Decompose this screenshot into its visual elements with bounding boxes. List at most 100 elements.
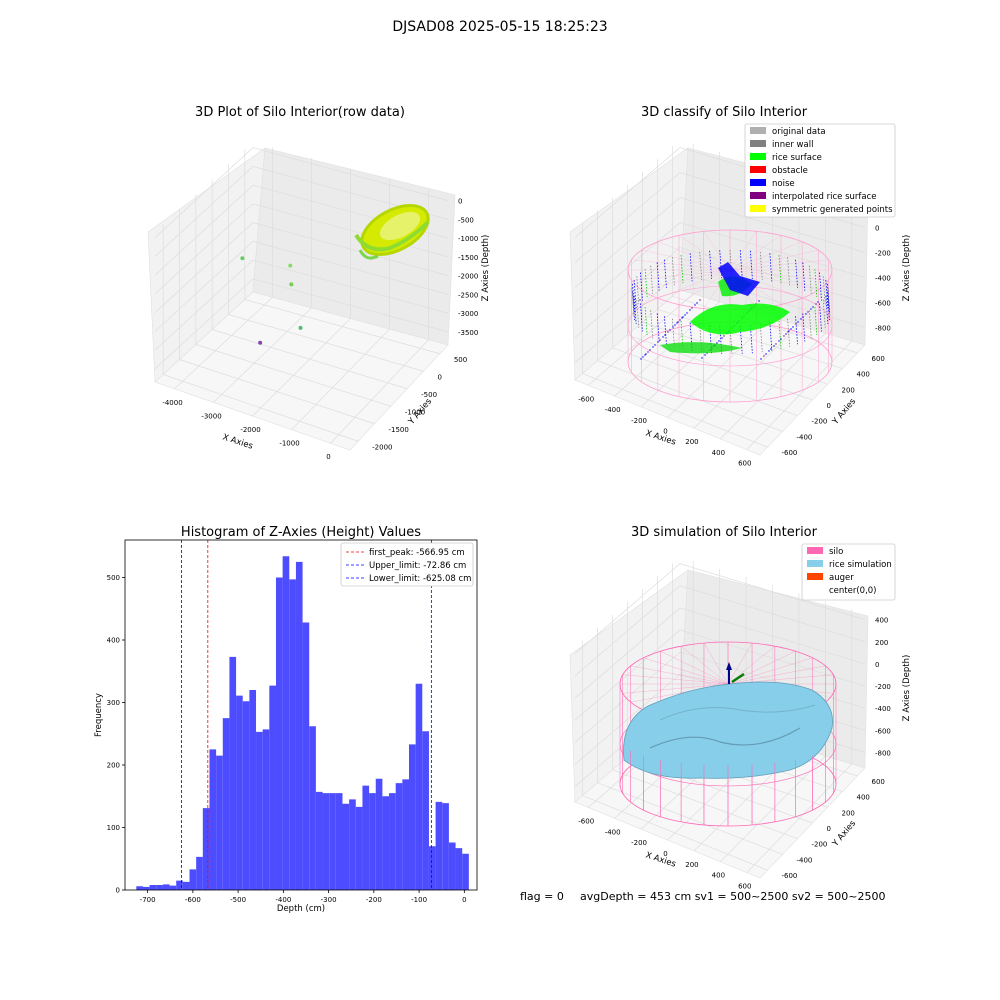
- histogram-bar: [149, 885, 157, 890]
- panel1-zlabel: Z Axies (Depth): [481, 235, 491, 302]
- histogram-ylabel: Frequency: [94, 693, 104, 737]
- noise-point: [699, 299, 701, 301]
- legend-label: inner wall: [772, 140, 813, 150]
- noise-point: [679, 319, 681, 321]
- y-tick-label: -400: [797, 856, 813, 864]
- silo-roof-line: [660, 650, 729, 685]
- noise-point: [780, 338, 782, 340]
- noise-point: [765, 353, 767, 355]
- legend-label: Upper_limit: -72.86 cm: [369, 561, 466, 571]
- grid-line: [582, 795, 768, 871]
- grid-line: [252, 318, 351, 417]
- histogram-bar: [335, 793, 343, 890]
- histogram-bar: [189, 869, 197, 890]
- panel1-ticks: -4000 -3000 -2000 -1000 0 500 0 -500 -1000 -1500 -…: [162, 198, 478, 462]
- z-tick-label: -1500: [458, 254, 478, 262]
- noise-point: [694, 304, 696, 306]
- z-tick-label: -500: [458, 216, 474, 224]
- grid-line: [657, 308, 843, 369]
- grid-line: [597, 360, 783, 432]
- histogram-bar: [382, 796, 390, 890]
- legend-label: obstacle: [772, 166, 808, 176]
- noise-point: [681, 317, 683, 319]
- silo-roof-line: [681, 646, 729, 685]
- y-tick-label: 200: [842, 386, 855, 394]
- grid-line: [154, 259, 449, 351]
- noise-point: [645, 353, 647, 355]
- noise-point: [644, 354, 646, 356]
- noise-point: [647, 351, 649, 353]
- panel4-xlabel: X Axies: [644, 850, 677, 869]
- noise-point: [677, 321, 679, 323]
- grid-line: [213, 307, 312, 403]
- panel1-xlabel: X Axies: [221, 432, 254, 451]
- histogram-bar: [176, 880, 183, 890]
- panel4-legend: silo rice simulation auger center(0,0): [801, 543, 896, 601]
- panel-histogram: Histogram of Z-Axies (Height) Values -70…: [94, 525, 478, 914]
- outlier-point: [240, 256, 245, 261]
- y-tick-label: -2000: [372, 443, 392, 451]
- noise-point: [701, 357, 703, 359]
- noise-point: [805, 313, 807, 315]
- auger-arrow-side: [731, 672, 745, 684]
- grid-line: [330, 339, 429, 444]
- z-tick-label: -400: [875, 705, 891, 713]
- silo-roof-line: [641, 249, 731, 271]
- panel2-rice-patch-3: [660, 342, 742, 354]
- noise-point: [664, 334, 666, 336]
- histogram-vlines: [181, 540, 432, 890]
- silo-roof-line: [727, 665, 826, 685]
- legend-swatch: [750, 140, 766, 147]
- histogram-frame: [124, 539, 478, 891]
- y-tick-label: -500: [421, 391, 437, 399]
- panel4-rice-simulation: [623, 681, 833, 779]
- noise-point: [704, 354, 706, 356]
- noise-point: [812, 306, 814, 308]
- x-tick-label: -600: [185, 896, 201, 904]
- histogram-bar: [216, 755, 223, 890]
- noise-point: [659, 339, 661, 341]
- panel1-rice-blob-hole: [379, 211, 421, 241]
- y-tick-label: -1500: [389, 426, 409, 434]
- y-tick-label: -200: [812, 418, 828, 426]
- histogram-bar: [209, 749, 217, 890]
- noise-point: [773, 345, 775, 347]
- x-tick-label: -200: [366, 896, 382, 904]
- footer-flag: flag = 0: [520, 890, 564, 903]
- histogram-bar: [275, 577, 283, 890]
- silo-roof-line: [727, 657, 813, 685]
- noise-point: [768, 350, 770, 352]
- grid-line: [154, 165, 449, 257]
- panel2-rice-surface: [660, 262, 790, 354]
- histogram-bar: [342, 803, 350, 890]
- grid-line: [574, 629, 866, 721]
- silo-roof-line: [729, 269, 829, 281]
- legend-swatch: [750, 192, 766, 199]
- legend-label: rice surface: [772, 153, 822, 163]
- z-tick-label: -200: [875, 250, 891, 258]
- silo-roof-line: [729, 231, 757, 271]
- y-tick-label: -600: [782, 872, 798, 880]
- z-tick-label: -1000: [458, 235, 478, 243]
- noise-point: [785, 333, 787, 335]
- silo-roof-line: [729, 269, 819, 291]
- noise-point: [787, 331, 789, 333]
- histogram-bar: [289, 579, 296, 890]
- silo-roof-line: [678, 235, 731, 271]
- histogram-bar: [196, 856, 203, 890]
- grid-line: [154, 240, 449, 332]
- x-tick-label: -400: [605, 828, 621, 836]
- silo-roof-line: [729, 241, 803, 271]
- noise-point: [721, 337, 723, 339]
- legend-swatch: [750, 205, 766, 212]
- noise-point: [667, 331, 669, 333]
- legend-swatch: [750, 179, 766, 186]
- panel4-silo-front: [622, 745, 834, 826]
- silo-roof-line: [657, 241, 731, 271]
- noise-point: [797, 321, 799, 323]
- panel2-title: 3D classify of Silo Interior: [641, 105, 808, 120]
- x-tick-label: -600: [578, 817, 594, 825]
- grid-line: [642, 321, 828, 385]
- histogram-bar: [402, 779, 409, 890]
- silo-roof-line: [630, 665, 729, 685]
